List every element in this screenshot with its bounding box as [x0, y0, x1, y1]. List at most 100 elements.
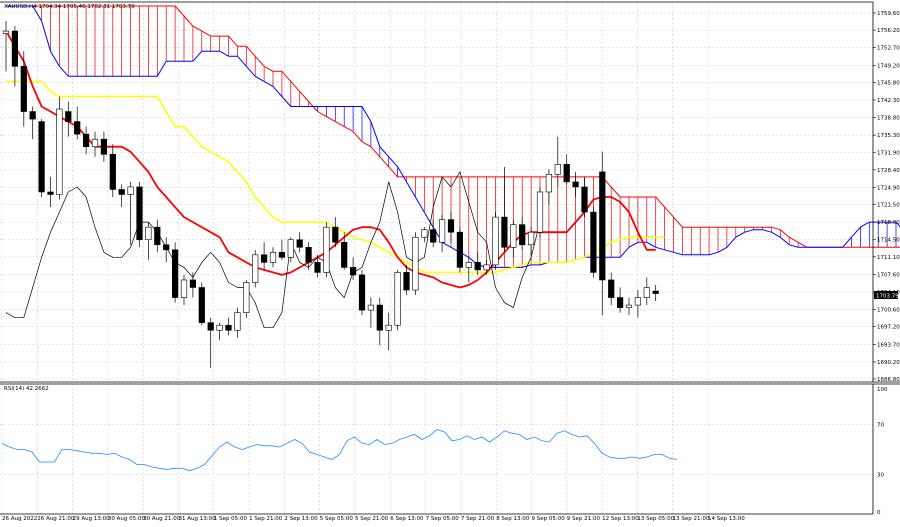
price-tick-label: 1690.20	[877, 360, 900, 366]
candle-bear	[198, 287, 205, 323]
candle-bear	[341, 241, 348, 268]
price-tick-label: 1686.80	[877, 377, 900, 383]
candle-bear	[332, 226, 339, 243]
time-tick-label: 31 Aug 13:00	[179, 516, 217, 522]
rsi-tick-label: 70	[877, 423, 884, 429]
candle-bear	[349, 267, 357, 276]
senkou-span-a-line	[6, 5, 900, 248]
candle-bull	[2, 30, 10, 34]
candle-bull	[536, 191, 544, 233]
time-tick-label: 13 Sep 05:00	[637, 516, 674, 522]
candle-bear	[136, 186, 143, 241]
candle-bear	[83, 133, 90, 148]
price-tick-label: 1735.30	[877, 133, 900, 139]
candle-bull	[438, 219, 446, 243]
candle-bear	[314, 262, 321, 273]
candle-bull	[252, 254, 259, 283]
price-tick-label: 1728.40	[877, 168, 900, 174]
candle-bull	[385, 324, 392, 331]
time-tick-label: 6 Sep 13:00	[390, 516, 424, 522]
candle-bear	[172, 249, 179, 298]
current-price-label: 1703.79	[876, 294, 899, 300]
candle-bull	[554, 164, 561, 175]
time-tick-label: 30 Aug 21:00	[143, 516, 181, 522]
candle-bull	[510, 224, 517, 248]
candle-bear	[456, 231, 464, 268]
candle-bull	[287, 239, 294, 258]
price-tick-label: 1718.00	[877, 220, 900, 226]
price-tick-label: 1700.60	[877, 308, 900, 314]
candle-bull	[492, 216, 499, 266]
candle-bear	[358, 274, 366, 311]
price-tick-label: 1742.30	[877, 98, 900, 104]
candle-bear	[572, 181, 579, 188]
price-axis-ticks: 1759.60 1756.20 1752.70 1749.20 1745.80 1742.…	[873, 11, 900, 383]
time-tick-label: 9 Sep 05:00	[532, 516, 566, 522]
time-tick-label: 30 Aug 05:00	[108, 516, 146, 522]
time-tick-label: 14 Sep 13:00	[708, 516, 745, 522]
candles	[2, 21, 659, 368]
candle-bear	[403, 272, 410, 291]
time-tick-label: 29 Aug 13:00	[73, 516, 111, 522]
candle-bear	[47, 191, 54, 195]
candle-bear	[430, 229, 437, 243]
candle-bear	[65, 111, 72, 122]
candle-bull	[216, 324, 223, 331]
time-tick-label: 7 Sep 21:00	[461, 516, 495, 522]
candle-bear	[225, 324, 232, 331]
candle-bull	[465, 262, 472, 268]
candle-bear	[519, 224, 526, 246]
time-tick-label: 2 Sep 13:00	[284, 516, 318, 522]
time-tick-label: 7 Sep 05:00	[426, 516, 460, 522]
time-tick-label: 13 Sep 21:00	[673, 516, 710, 522]
price-tick-label: 1711.10	[877, 255, 900, 261]
price-tick-label: 1749.20	[877, 63, 900, 69]
candle-bear	[652, 290, 659, 294]
rsi-axis-ticks: 100 70 30 0	[877, 387, 888, 516]
rsi-tick-label: 30	[877, 473, 884, 479]
candle-bear	[11, 30, 19, 67]
candle-bear	[590, 211, 597, 273]
indicator-lines	[1, 5, 900, 472]
candle-bear	[29, 111, 36, 120]
price-tick-label: 1759.60	[877, 11, 900, 17]
candle-bull	[145, 226, 152, 241]
price-tick-label: 1707.60	[877, 272, 900, 278]
time-tick-label: 26 Aug 21:00	[37, 516, 75, 522]
candle-bear	[189, 279, 197, 288]
candle-bull	[634, 297, 641, 306]
current-price-marker: 1703.79	[874, 291, 899, 300]
candle-bear	[616, 297, 624, 308]
candle-bull	[127, 186, 134, 195]
candle-bull	[367, 304, 375, 311]
candle-bull	[234, 312, 241, 331]
grid-layer	[0, 2, 873, 514]
price-tick-label: 1752.70	[877, 46, 900, 52]
price-tick-label: 1756.20	[877, 28, 900, 34]
time-tick-label: 1 Sep 05:00	[214, 516, 248, 522]
candle-bear	[376, 304, 383, 331]
candle-bear	[581, 186, 588, 213]
candle-bull	[412, 236, 419, 291]
time-tick-label: 9 Sep 21:00	[567, 516, 601, 522]
candle-bear	[563, 164, 570, 183]
candle-bull	[91, 138, 99, 148]
candle-bull	[483, 264, 490, 271]
tenkan-sen-line	[5, 30, 656, 289]
candle-bear	[278, 252, 286, 258]
candle-bear	[260, 254, 268, 263]
rsi-header: RSI(14) 42.2662	[4, 386, 49, 392]
price-tick-label: 1731.90	[877, 150, 900, 156]
candle-bear	[154, 226, 161, 246]
candle-bear	[447, 219, 455, 233]
candle-bear	[207, 322, 214, 331]
time-tick-label: 1 Sep 21:00	[249, 516, 283, 522]
candle-bear	[501, 216, 508, 248]
candle-bull	[323, 226, 330, 273]
rsi-line	[1, 429, 678, 472]
candle-bull	[545, 174, 552, 193]
candle-bull	[643, 287, 650, 298]
candle-bear	[305, 246, 312, 263]
